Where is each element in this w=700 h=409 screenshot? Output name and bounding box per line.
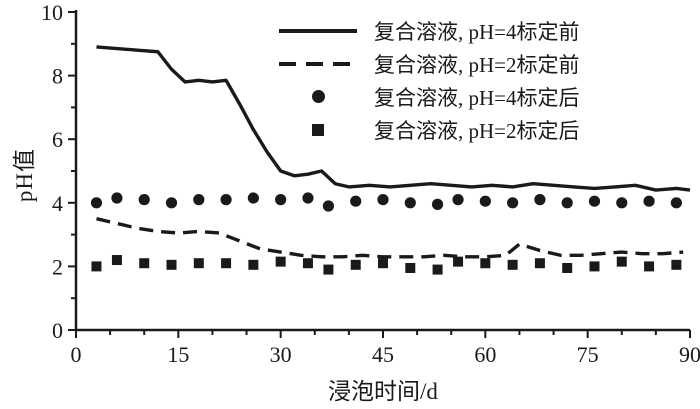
series-point-square — [405, 262, 416, 273]
series-point-square — [275, 256, 286, 267]
y-tick-label: 4 — [52, 191, 63, 216]
series-point-square — [507, 259, 518, 270]
series-point-square — [248, 259, 259, 270]
square-marker-sample-icon — [272, 123, 364, 136]
x-tick-label: 15 — [167, 342, 189, 367]
series-point-square — [534, 258, 545, 269]
series-point-circle — [377, 194, 389, 206]
legend-label: 复合溶液, pH=2标定后 — [374, 118, 580, 143]
x-tick-label: 45 — [372, 342, 394, 367]
series-point-circle — [452, 194, 464, 206]
series-point-square — [139, 258, 150, 269]
series-point-circle — [247, 192, 259, 204]
series-point-circle — [138, 194, 150, 206]
series-point-square — [166, 259, 177, 270]
series-point-circle — [588, 195, 601, 207]
x-tick-label: 75 — [577, 342, 599, 367]
x-axis-label: 浸泡时间/d — [328, 379, 438, 404]
legend-item-ph2-before: 复合溶液, pH=2标定前 — [272, 47, 580, 80]
series-line — [96, 217, 684, 259]
y-tick-label: 10 — [41, 0, 63, 25]
series-point-circle — [561, 197, 573, 209]
legend-item-ph4-before: 复合溶液, pH=4标定前 — [272, 14, 580, 47]
series-point-square — [589, 261, 600, 272]
series-point-square — [480, 258, 491, 269]
series-point-square — [91, 261, 102, 272]
series-point-circle — [220, 194, 232, 206]
series-point-square — [350, 259, 361, 270]
legend-item-ph4-after: 复合溶液, pH=4标定后 — [272, 80, 580, 113]
x-tick-label: 90 — [679, 342, 700, 367]
series-point-circle — [404, 197, 416, 209]
x-tick-label: 60 — [474, 342, 496, 367]
series-point-circle — [165, 197, 178, 209]
x-tick-label: 0 — [71, 342, 82, 367]
legend-item-ph2-after: 复合溶液, pH=2标定后 — [272, 113, 580, 146]
series-point-square — [644, 261, 655, 272]
y-axis-label: pH值 — [12, 147, 37, 203]
series-point-circle — [643, 195, 655, 207]
series-point-square — [302, 258, 313, 269]
series-point-circle — [431, 198, 444, 210]
y-tick-label: 8 — [52, 64, 63, 89]
series-point-square — [453, 256, 464, 267]
dashed-line-sample-icon — [272, 61, 364, 67]
series-point-circle — [534, 194, 546, 206]
y-tick-label: 2 — [52, 254, 63, 279]
series-point-square — [221, 258, 232, 269]
series-point-square — [193, 258, 204, 269]
series-point-circle — [479, 195, 491, 207]
series-point-circle — [111, 192, 123, 204]
circle-marker-sample-icon — [272, 90, 364, 103]
legend-label: 复合溶液, pH=4标定后 — [374, 85, 580, 110]
series-point-square — [111, 255, 122, 266]
x-tick-label: 30 — [270, 342, 292, 367]
series-point-circle — [616, 197, 628, 209]
series-point-square — [562, 262, 573, 273]
series-point-square — [432, 264, 443, 275]
series-line — [96, 45, 691, 192]
series-point-square — [671, 259, 682, 270]
series-point-circle — [350, 195, 362, 207]
series-point-circle — [302, 192, 314, 204]
legend: 复合溶液, pH=4标定前 复合溶液, pH=2标定前 复合溶液, pH=4标定… — [272, 14, 580, 146]
series-point-square — [378, 258, 388, 269]
series-point-square — [616, 256, 627, 267]
legend-label: 复合溶液, pH=2标定前 — [374, 52, 580, 77]
y-tick-label: 0 — [52, 318, 63, 343]
solid-line-sample-icon — [272, 28, 364, 33]
series-point-square — [323, 264, 334, 275]
series-point-circle — [670, 197, 682, 209]
series-point-circle — [275, 194, 287, 206]
series-point-circle — [322, 200, 335, 212]
series-point-circle — [193, 194, 205, 206]
legend-label: 复合溶液, pH=4标定前 — [374, 19, 580, 44]
y-tick-label: 6 — [52, 127, 63, 152]
series-point-circle — [90, 197, 103, 209]
series-point-circle — [507, 197, 519, 209]
